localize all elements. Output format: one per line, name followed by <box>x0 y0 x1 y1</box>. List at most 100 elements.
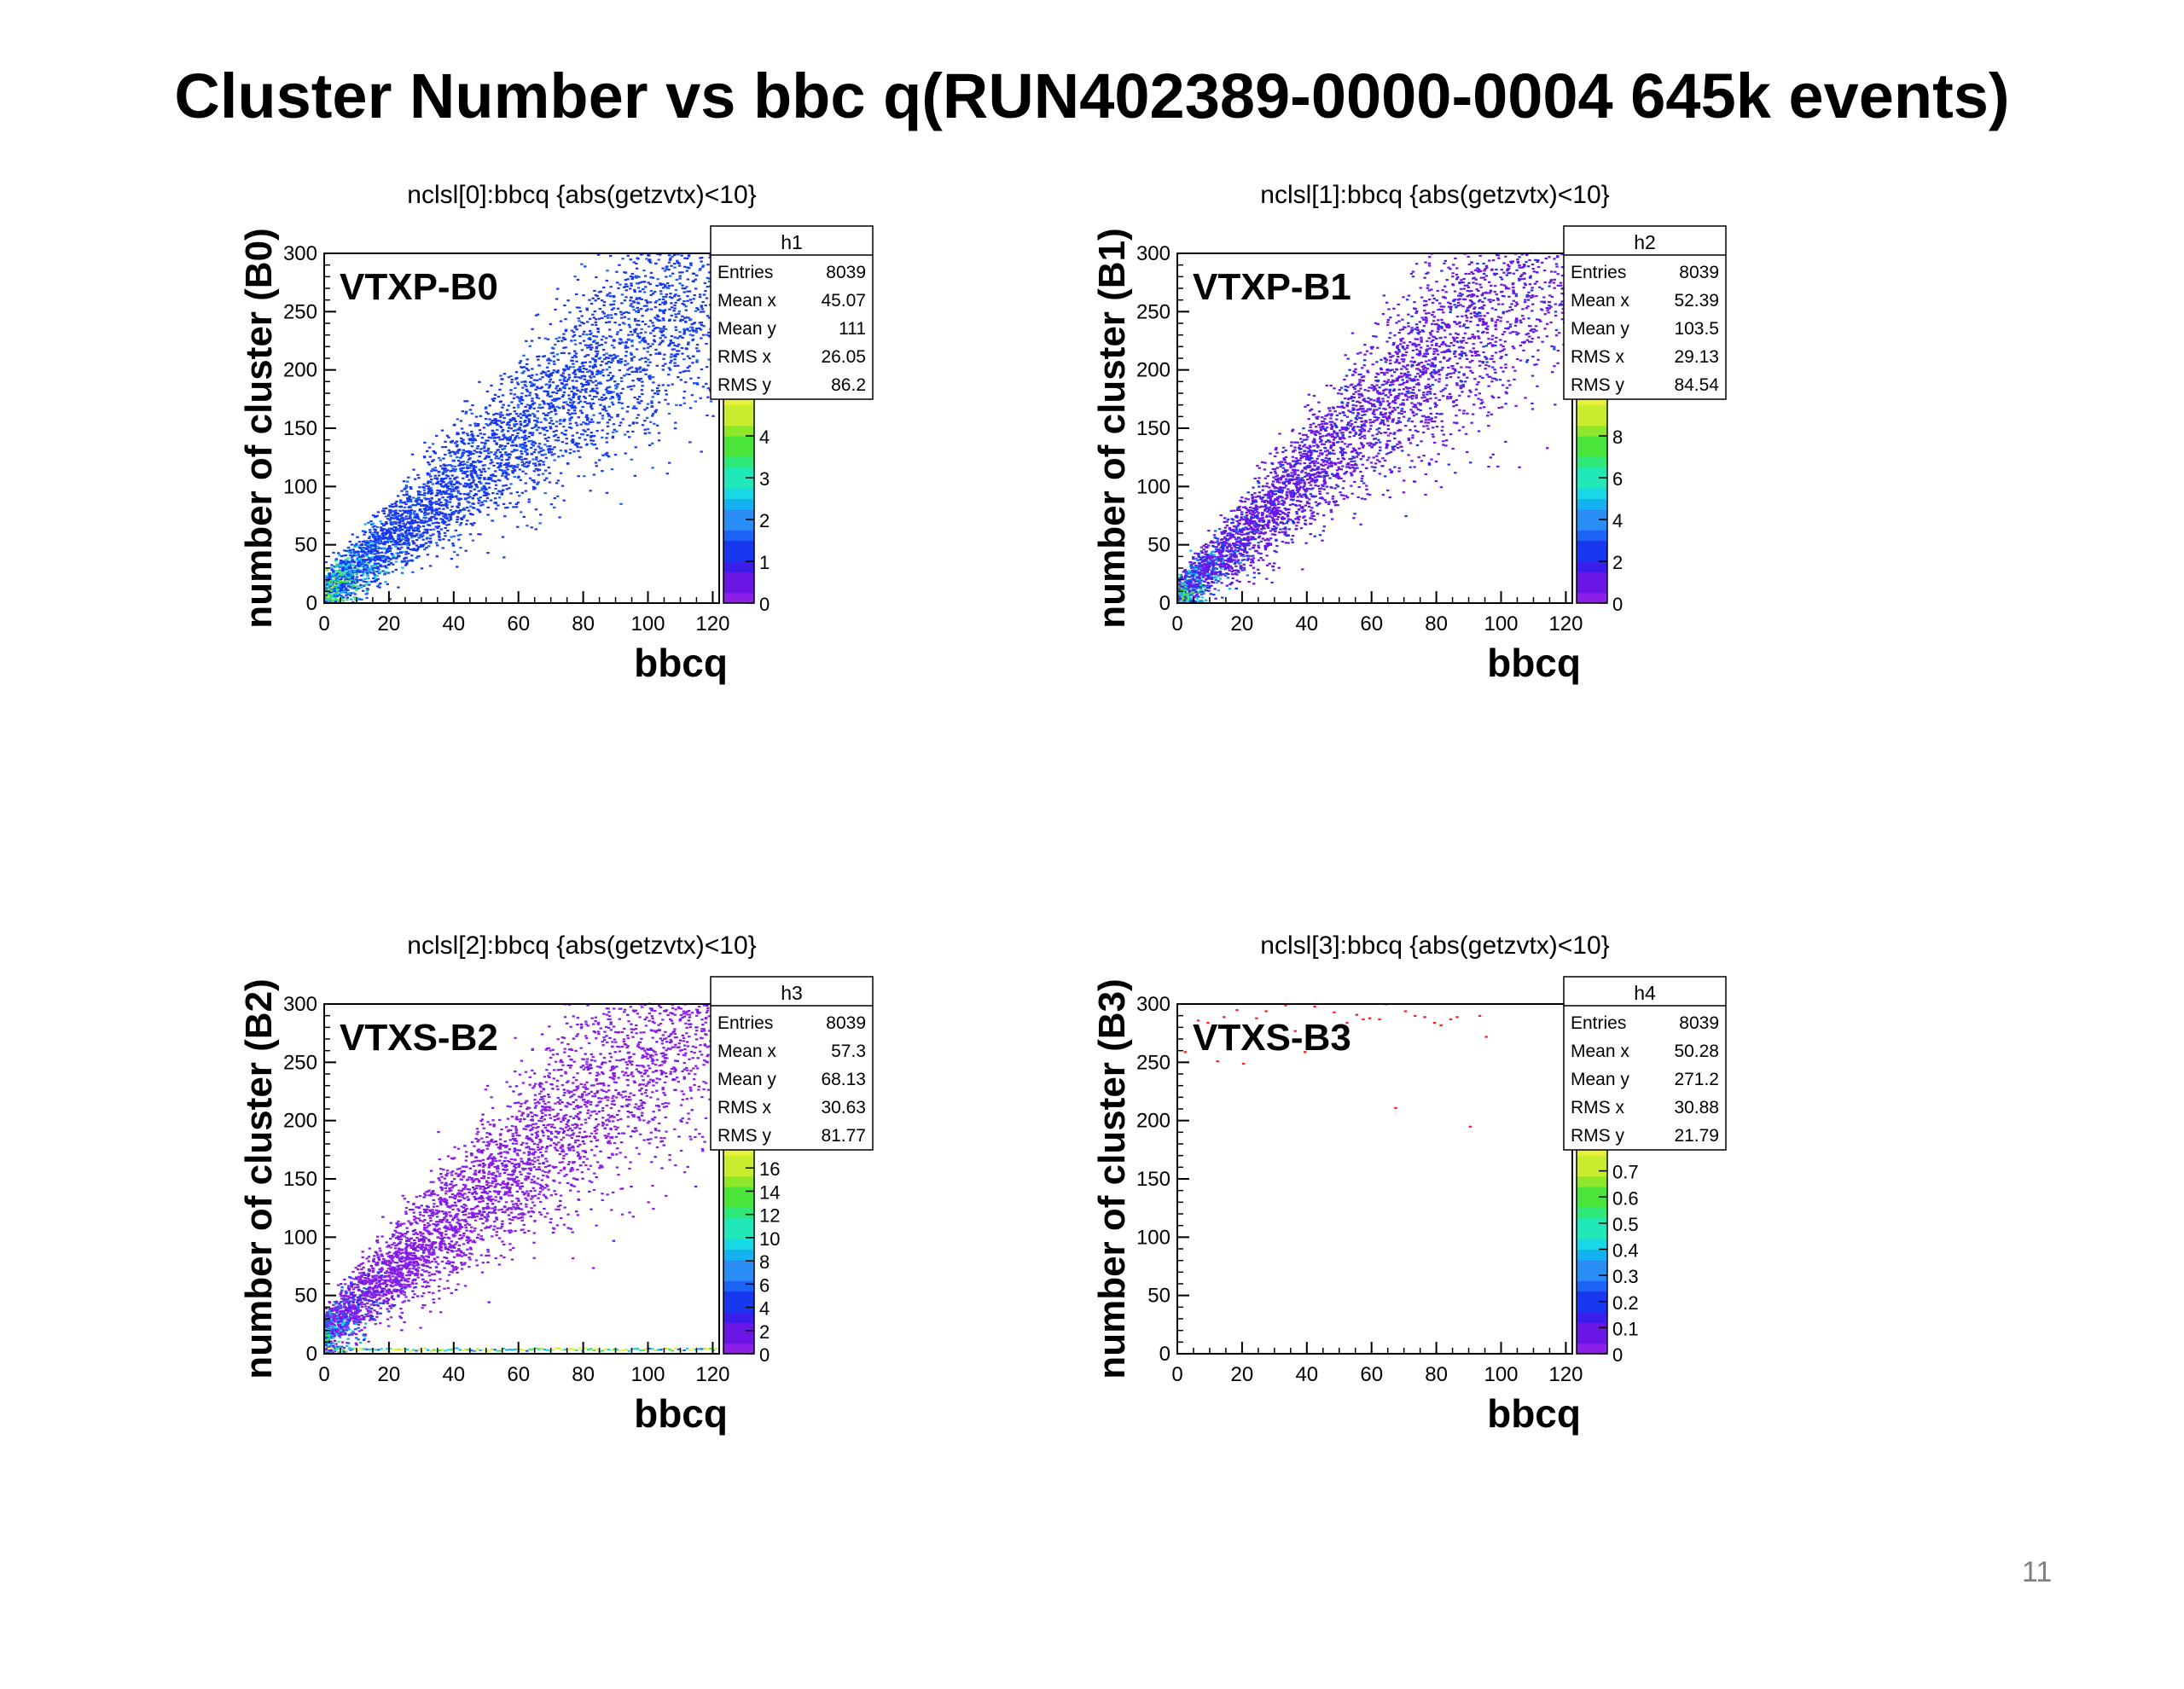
bin-b0 <box>457 539 460 541</box>
bin-b0 <box>442 481 444 483</box>
bin-b0 <box>414 519 416 521</box>
bin-b1 <box>1319 493 1321 495</box>
bin-b1 <box>1379 450 1381 451</box>
bin-b0 <box>414 479 416 480</box>
bin-b0 <box>490 385 492 386</box>
bin-b0 <box>579 410 582 412</box>
bin-b0 <box>444 514 446 515</box>
bin-b0 <box>568 376 571 378</box>
bin-b0 <box>455 496 457 497</box>
bin-b0 <box>654 349 657 351</box>
bin-b0 <box>488 487 491 489</box>
bin-b0 <box>498 469 501 471</box>
bin-b0 <box>636 323 638 325</box>
bin-b0 <box>627 334 630 336</box>
bin-b0 <box>517 383 520 385</box>
bin-b0 <box>706 264 709 265</box>
bin-b0 <box>523 516 526 518</box>
bin-b0 <box>555 387 557 389</box>
bin-b0 <box>499 464 502 466</box>
bin-b1 <box>1369 425 1372 427</box>
bin-b0 <box>574 413 577 415</box>
bin-b1 <box>1538 287 1541 288</box>
bin-b0 <box>497 457 500 459</box>
bin-b0 <box>567 394 570 396</box>
bin-b0 <box>581 412 584 414</box>
bin-b0 <box>512 506 514 508</box>
bin-b0 <box>567 379 570 380</box>
bin-b0 <box>495 502 497 504</box>
bin-b0 <box>435 542 438 543</box>
bin-b0 <box>533 470 536 472</box>
bin-b0 <box>659 309 661 311</box>
bin-b0 <box>349 571 351 572</box>
bin-b0 <box>412 496 415 498</box>
bin-b0 <box>535 468 537 470</box>
bin-b0 <box>569 402 572 403</box>
bin-b1 <box>1438 399 1441 401</box>
bin-b0 <box>586 434 589 436</box>
bin-b0 <box>473 468 475 470</box>
bin-b0 <box>630 334 633 335</box>
bin-b0 <box>606 270 608 271</box>
bin-b1 <box>1328 407 1331 409</box>
bin-b0 <box>602 394 605 396</box>
bin-b0 <box>549 473 551 474</box>
bin-b0 <box>357 588 360 589</box>
bin-b0 <box>630 258 632 260</box>
ytick-label-b0: 50 <box>294 534 317 557</box>
bin-b0 <box>444 441 446 443</box>
bin-b0 <box>381 570 384 572</box>
bin-b0 <box>376 563 379 565</box>
bin-b0 <box>374 560 376 561</box>
bin-b0 <box>607 415 610 417</box>
bin-b0 <box>357 562 359 564</box>
bin-b0 <box>549 405 551 407</box>
bin-b0 <box>423 513 426 514</box>
bin-b0 <box>621 408 624 409</box>
bin-b0 <box>441 446 444 448</box>
bin-b0 <box>613 296 615 298</box>
bin-b0 <box>363 571 366 572</box>
bin-b0 <box>670 360 672 362</box>
bin-b0 <box>636 333 639 334</box>
bin-b0 <box>623 287 625 288</box>
bin-b0 <box>374 525 376 527</box>
bin-b0 <box>445 516 448 518</box>
bin-b0 <box>590 443 593 444</box>
bin-b0 <box>379 583 381 584</box>
bin-b0 <box>605 337 607 339</box>
bin-b0 <box>455 530 457 531</box>
bin-b0 <box>423 492 426 494</box>
bin-b0 <box>447 482 450 484</box>
bin-b0 <box>426 537 428 538</box>
bin-b0 <box>481 437 484 438</box>
bin-b0 <box>410 519 413 520</box>
bin-b0 <box>526 525 528 526</box>
bin-b0 <box>647 343 649 345</box>
bin-b0 <box>620 380 623 382</box>
bin-b0 <box>637 414 640 415</box>
bin-b0 <box>688 365 691 367</box>
bin-b1 <box>1453 400 1455 402</box>
bin-b0 <box>636 398 639 400</box>
bin-b0 <box>617 308 619 310</box>
bin-b0 <box>699 270 701 271</box>
bin-b0 <box>638 341 641 343</box>
bin-b0 <box>407 510 410 512</box>
bin-b0 <box>541 376 543 378</box>
bin-b0 <box>431 508 433 510</box>
bin-b0 <box>406 543 409 544</box>
bin-b0 <box>478 490 480 492</box>
bin-b0 <box>466 476 468 478</box>
bin-b0 <box>449 515 451 517</box>
bin-b0 <box>637 320 640 322</box>
bin-b0 <box>555 434 557 436</box>
bin-b0 <box>399 500 402 502</box>
bin-b0 <box>557 359 560 361</box>
bin-b0 <box>467 494 469 496</box>
bin-b0 <box>404 537 407 539</box>
bin-b0 <box>429 456 432 457</box>
bin-b0 <box>658 439 660 441</box>
bin-b0 <box>408 521 410 523</box>
